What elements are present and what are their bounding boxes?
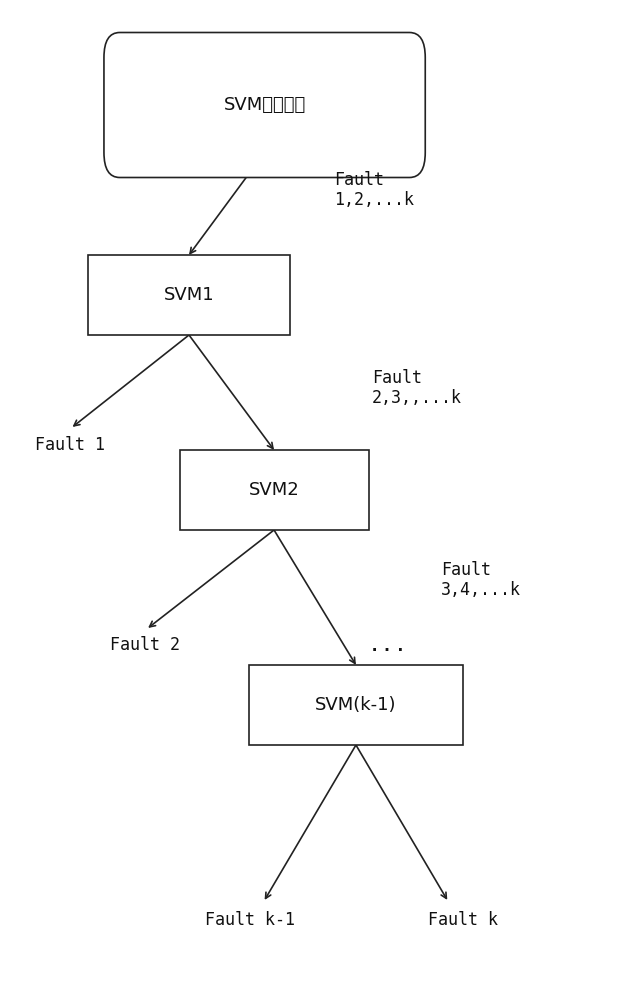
Text: Fault
2,3,,...k: Fault 2,3,,...k — [372, 369, 462, 407]
Text: ...: ... — [367, 635, 408, 655]
Text: Fault 1: Fault 1 — [35, 436, 105, 454]
Text: Fault 2: Fault 2 — [110, 636, 180, 654]
Text: Fault
3,4,...k: Fault 3,4,...k — [441, 561, 521, 599]
Bar — [180, 450, 369, 530]
Text: SVM2: SVM2 — [249, 481, 299, 499]
FancyBboxPatch shape — [104, 32, 425, 178]
Text: Fault k-1: Fault k-1 — [205, 911, 295, 929]
Text: Fault k: Fault k — [428, 911, 498, 929]
Bar — [249, 665, 463, 745]
Bar — [88, 255, 290, 335]
Text: SVM(k-1): SVM(k-1) — [315, 696, 397, 714]
Text: SVM1: SVM1 — [164, 286, 214, 304]
Text: Fault
1,2,...k: Fault 1,2,...k — [334, 171, 414, 209]
Text: SVM训练过程: SVM训练过程 — [224, 96, 306, 114]
